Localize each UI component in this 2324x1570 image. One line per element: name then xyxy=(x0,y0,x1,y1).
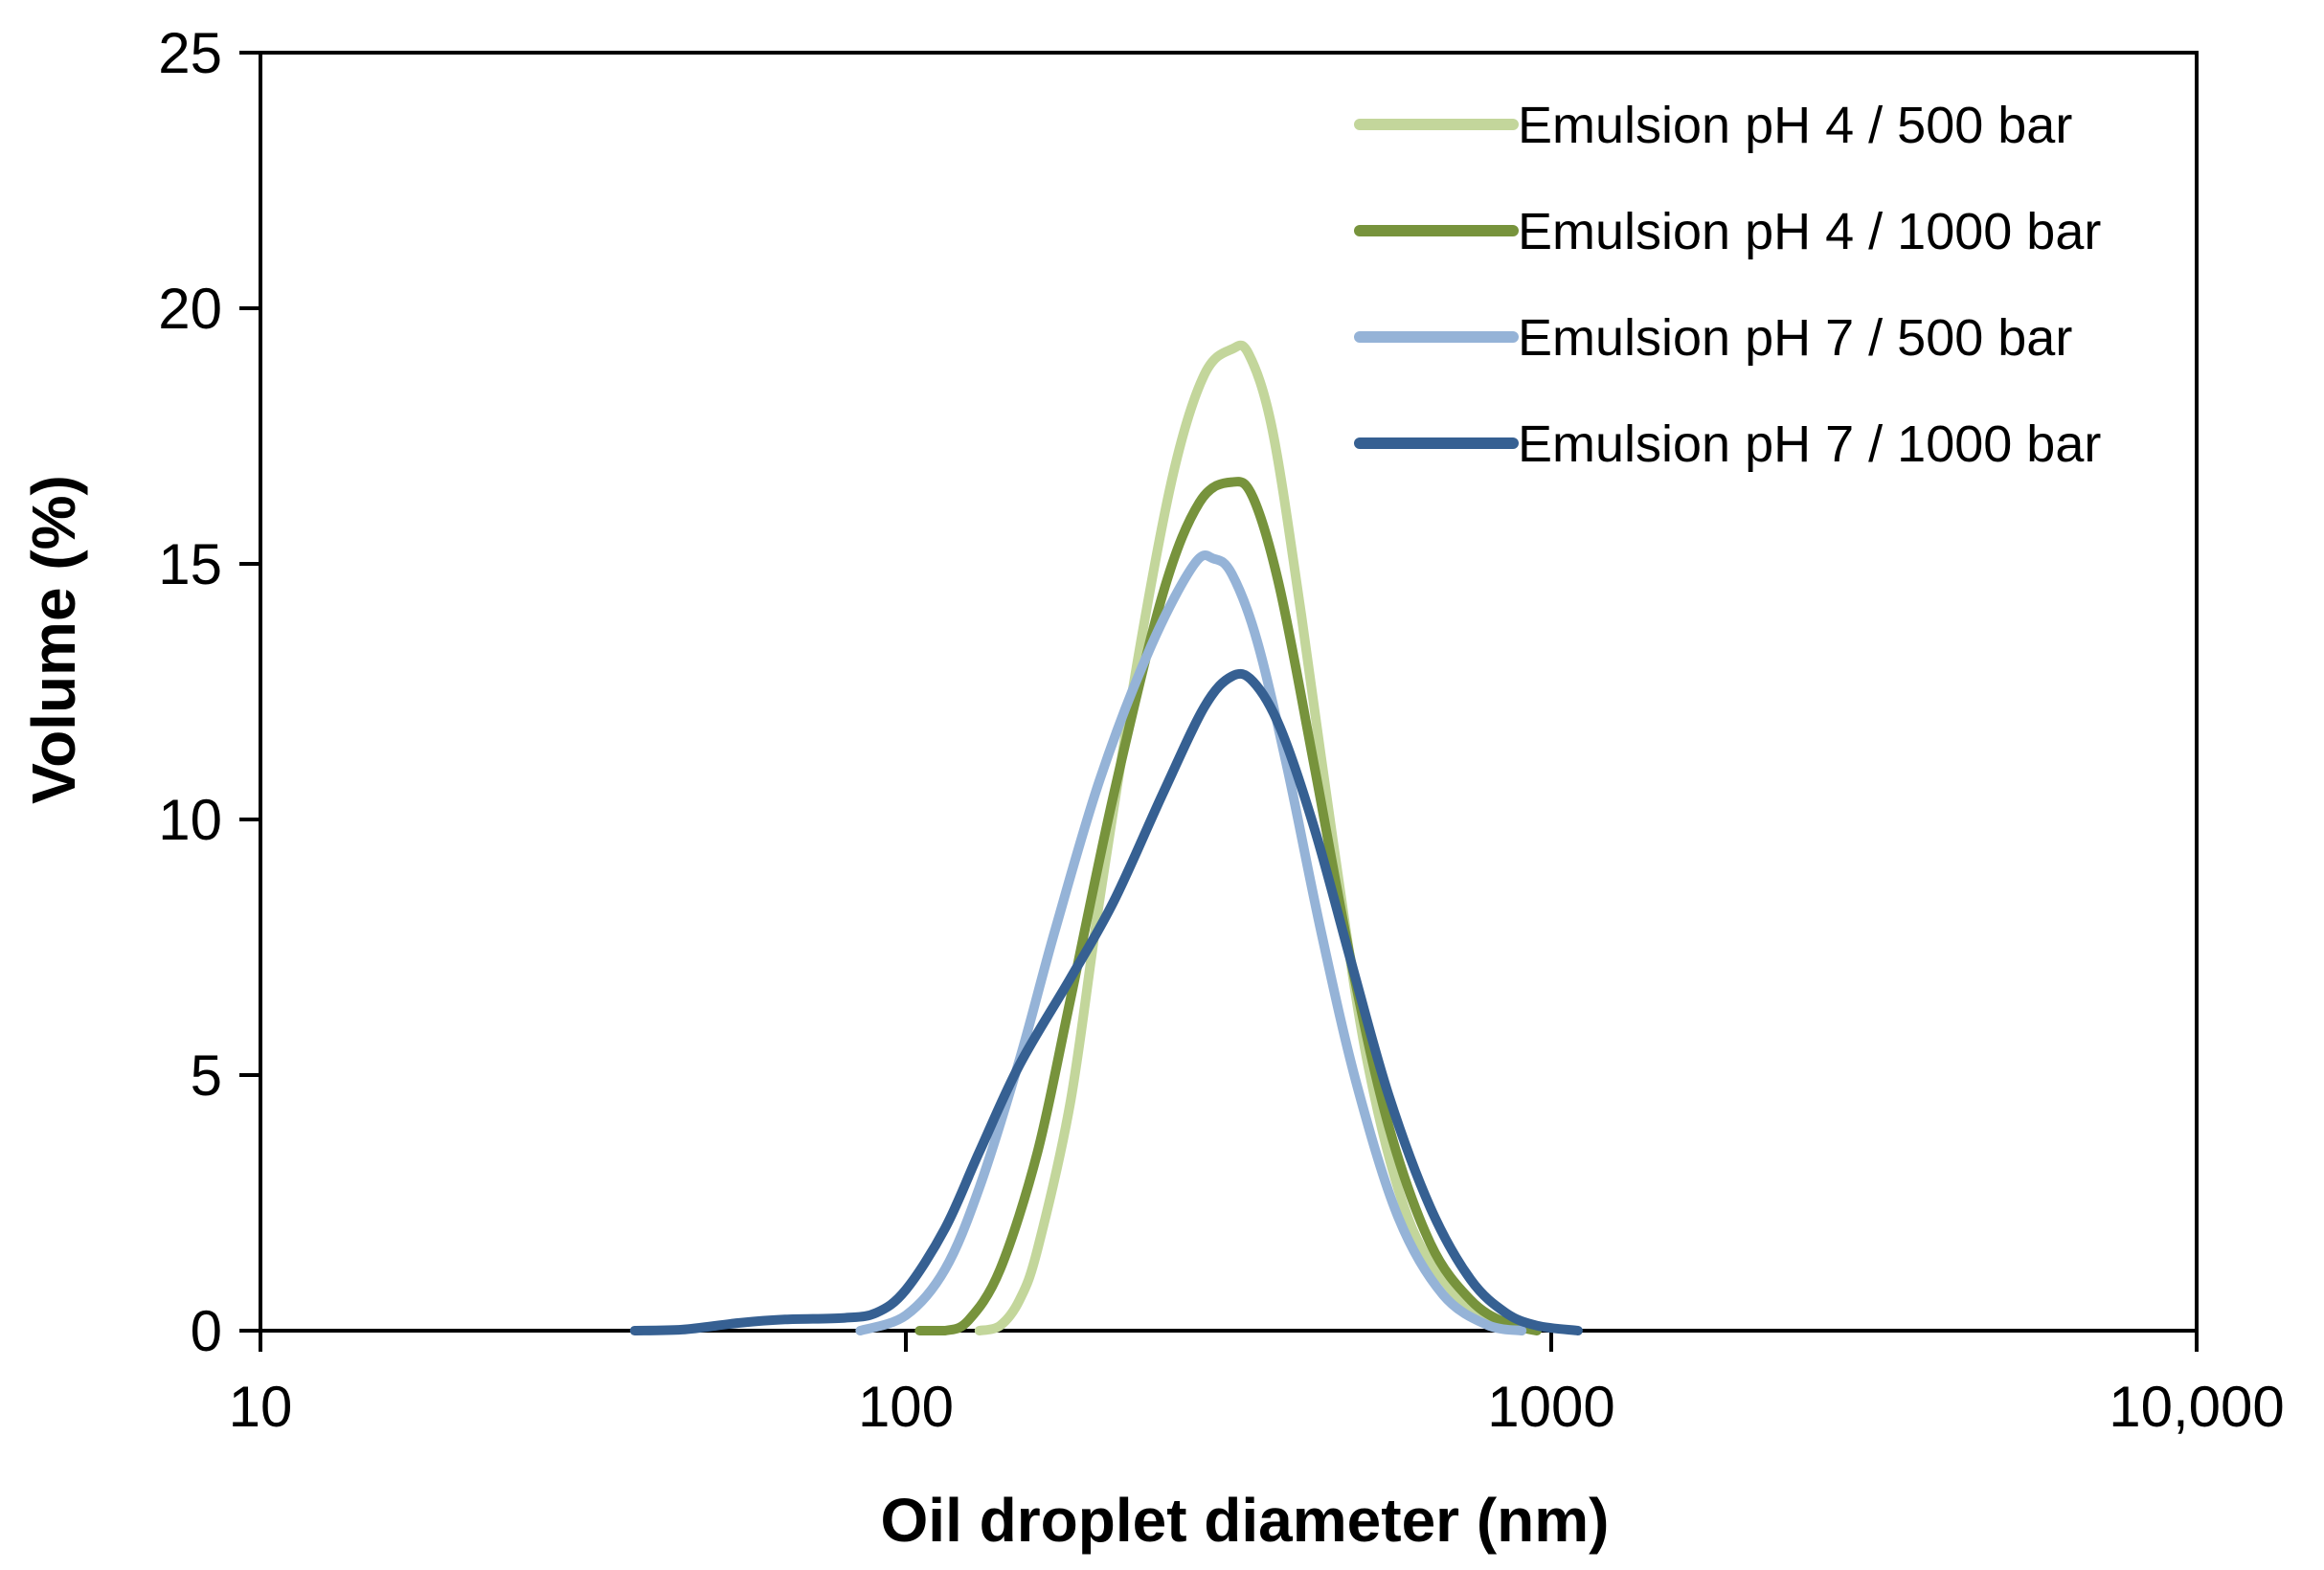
series-3-line xyxy=(855,550,1527,1335)
legend-label: Emulsion pH 7 / 1000 bar xyxy=(1518,415,2101,473)
y-tick-label: 20 xyxy=(158,277,222,341)
x-tick-label: 100 xyxy=(858,1375,954,1439)
y-tick-label: 25 xyxy=(158,21,222,85)
legend-label: Emulsion pH 4 / 500 bar xyxy=(1518,97,2072,154)
series-4-line xyxy=(629,668,1583,1335)
series-2-line xyxy=(914,477,1542,1335)
y-tick-label: 5 xyxy=(191,1043,222,1108)
legend-label: Emulsion pH 4 / 1000 bar xyxy=(1518,203,2101,260)
series-lines xyxy=(629,340,1583,1335)
legend: Emulsion pH 4 / 500 bar Emulsion pH 4 / 1… xyxy=(1354,97,2101,473)
x-tick-label: 10,000 xyxy=(2109,1375,2285,1439)
y-axis-title: Volume (%) xyxy=(19,475,88,804)
y-tick-label: 0 xyxy=(191,1299,222,1363)
legend-label: Emulsion pH 7 / 500 bar xyxy=(1518,309,2072,367)
series-1-line xyxy=(974,340,1527,1335)
x-tick-label: 1000 xyxy=(1487,1375,1614,1439)
axes: 0 5 10 15 20 25 10 100 1000 10,000 xyxy=(158,21,2285,1439)
plot-frame xyxy=(259,51,2199,1333)
x-axis-title: Oil droplet diameter (nm) xyxy=(881,1486,1610,1555)
y-tick-label: 10 xyxy=(158,788,222,852)
y-tick-label: 15 xyxy=(158,532,222,596)
x-tick-label: 10 xyxy=(229,1375,293,1439)
